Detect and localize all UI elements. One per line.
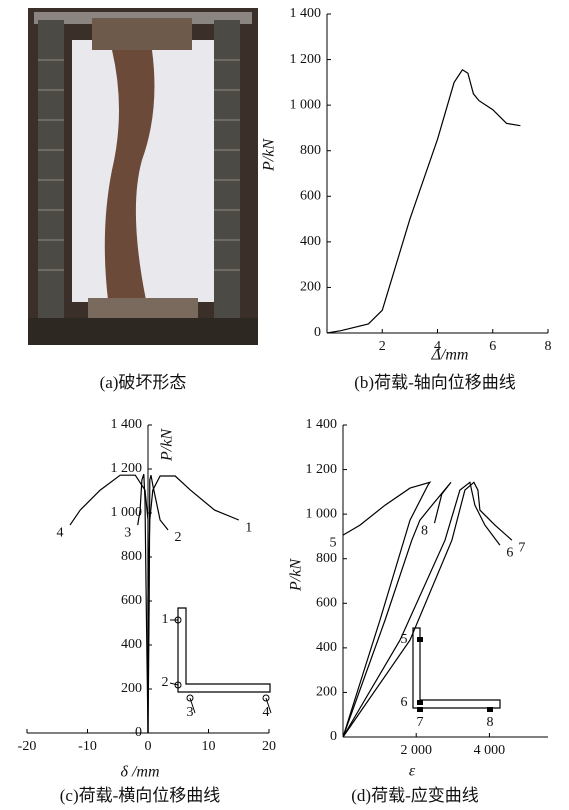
inset-label: 2 <box>162 675 169 690</box>
y-tick-label: 800 <box>121 549 142 564</box>
x-tick-label: -20 <box>18 739 37 754</box>
y-tick-label: 1 000 <box>290 97 322 112</box>
y-tick-label: 400 <box>300 234 321 249</box>
y-tick-label: 400 <box>121 637 142 652</box>
y-tick-label: 0 <box>330 729 337 744</box>
gauge <box>417 637 423 642</box>
x-tick-label: -10 <box>78 739 97 754</box>
gauge <box>487 707 493 712</box>
y-tick-label: 200 <box>121 681 142 696</box>
caption: (a)破坏形态 <box>100 373 187 392</box>
gauge <box>417 700 423 705</box>
y-tick-label: 1 400 <box>290 6 322 21</box>
legend-label: 3 <box>124 525 131 540</box>
legend-label: 4 <box>56 525 63 540</box>
x-tick-label: 8 <box>545 339 552 354</box>
gauge <box>417 707 423 712</box>
y-tick-label: 0 <box>314 325 321 340</box>
legend-label: 8 <box>421 523 428 538</box>
inset-label: 5 <box>401 632 408 647</box>
y-tick-label: 1 400 <box>306 417 338 432</box>
x-tick-label: 6 <box>489 339 496 354</box>
caption: (b)荷载-轴向位移曲线 <box>354 373 515 392</box>
x-tick-label: 2 <box>379 339 386 354</box>
photo <box>28 8 258 345</box>
x-axis-label: δ /mm <box>121 764 160 781</box>
x-tick-label: 4 000 <box>474 743 506 758</box>
y-tick-label: 1 000 <box>111 505 143 520</box>
curve <box>148 476 239 733</box>
inset-label: 6 <box>401 695 408 710</box>
figure: (a)破坏形态 02004006008001 0001 2001 4002468… <box>0 0 569 810</box>
x-tick-label: 2 000 <box>400 743 432 758</box>
y-tick-label: 200 <box>316 685 337 700</box>
inset-label: 8 <box>487 715 494 730</box>
y-tick-label: 1 200 <box>306 462 338 477</box>
y-axis-label: P/kN <box>288 558 305 592</box>
y-tick-label: 200 <box>300 280 321 295</box>
legend-label: 5 <box>330 535 337 550</box>
x-tick-label: 20 <box>262 739 276 754</box>
curve <box>327 70 520 333</box>
y-tick-label: 600 <box>316 596 337 611</box>
inset-section <box>413 628 500 708</box>
inset-label: 4 <box>263 705 270 720</box>
inset-label: 7 <box>417 715 424 730</box>
y-axis-label: P/kN <box>261 138 278 172</box>
y-tick-label: 1 200 <box>290 52 322 67</box>
y-tick-label: 400 <box>316 640 337 655</box>
y-tick-label: 600 <box>300 189 321 204</box>
legend-label: 6 <box>506 545 513 560</box>
caption: (d)荷载-应变曲线 <box>351 786 478 805</box>
legend-label: 7 <box>518 540 525 555</box>
y-tick-label: 0 <box>135 725 142 740</box>
x-tick-label: 10 <box>202 739 216 754</box>
x-tick-label: 0 <box>145 739 152 754</box>
inset-section <box>178 608 270 692</box>
y-tick-label: 1 400 <box>111 417 143 432</box>
x-axis-label: Δ/mm <box>431 347 469 364</box>
legend-label: 1 <box>245 520 252 535</box>
curve <box>343 482 430 737</box>
y-tick-label: 1 000 <box>306 506 338 521</box>
gauge-leader <box>170 683 178 685</box>
x-axis-label: ε <box>409 763 416 780</box>
y-tick-label: 600 <box>121 593 142 608</box>
inset-label: 3 <box>187 705 194 720</box>
curve <box>343 482 512 737</box>
legend-label: 2 <box>174 530 181 545</box>
y-tick-label: 800 <box>300 143 321 158</box>
curve <box>343 482 451 737</box>
y-tick-label: 1 200 <box>111 461 143 476</box>
inset-label: 1 <box>162 612 169 627</box>
y-axis-label: P/kN <box>159 428 176 462</box>
y-tick-label: 800 <box>316 551 337 566</box>
caption: (c)荷载-横向位移曲线 <box>60 786 221 805</box>
